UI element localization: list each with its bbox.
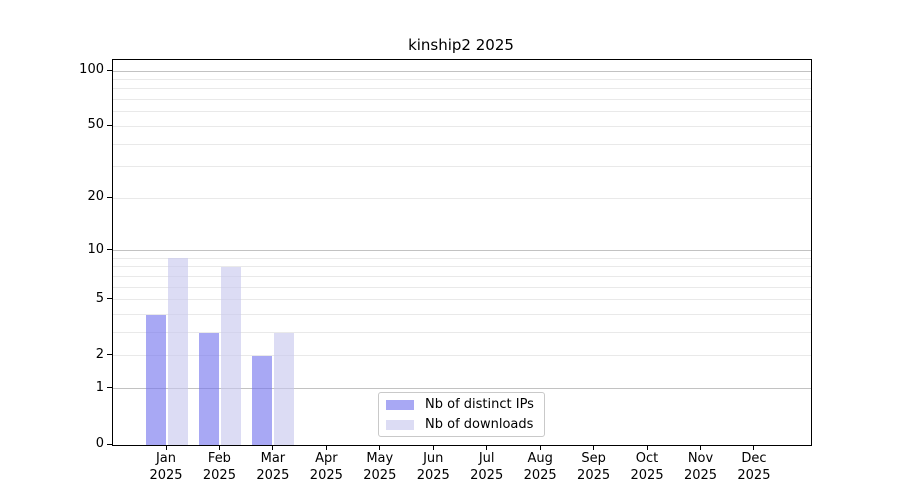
tick-gridline — [113, 125, 811, 127]
legend-row-downloads: Nb of downloads — [386, 416, 544, 433]
minor-gridline — [113, 143, 811, 145]
legend-label-distinct-ips: Nb of distinct IPs — [425, 397, 534, 412]
minor-gridline — [113, 99, 811, 101]
y-tick-label: 50 — [87, 117, 104, 133]
bar-downloads — [167, 258, 188, 445]
y-tick-label: 0 — [95, 436, 104, 451]
distinct-ips-swatch — [386, 399, 414, 410]
tick-gridline — [113, 197, 811, 199]
x-tick-mark — [646, 445, 648, 450]
x-tick-mark — [218, 445, 220, 450]
x-tick-mark — [432, 445, 434, 450]
y-tick-mark — [107, 387, 112, 389]
x-tick-mark — [753, 445, 755, 450]
y-tick-mark — [107, 298, 112, 300]
y-tick-mark — [107, 69, 112, 71]
x-tick-label: Jul 2025 — [470, 451, 504, 483]
x-tick-label: Feb 2025 — [202, 451, 236, 483]
minor-gridline — [113, 78, 811, 80]
minor-gridline — [113, 275, 811, 277]
y-tick-label: 20 — [87, 189, 104, 205]
x-tick-mark — [325, 445, 327, 450]
y-tick-mark — [107, 249, 112, 251]
y-tick-label: 100 — [79, 62, 104, 77]
x-tick-mark — [593, 445, 595, 450]
bar-distinct-ips — [198, 332, 219, 445]
minor-gridline — [113, 111, 811, 113]
tick-gridline — [113, 299, 811, 301]
x-tick-mark — [486, 445, 488, 450]
x-tick-mark — [165, 445, 167, 450]
minor-gridline — [113, 314, 811, 316]
x-tick-mark — [272, 445, 274, 450]
x-tick-label: Oct 2025 — [630, 451, 664, 483]
legend-row-distinct-ips: Nb of distinct IPs — [386, 396, 544, 413]
x-tick-label: Jan 2025 — [149, 451, 183, 483]
x-tick-label: Nov 2025 — [683, 451, 718, 483]
chart-title: kinship2 2025 — [408, 36, 514, 54]
y-tick-label: 1 — [95, 379, 104, 395]
major-gridline — [113, 70, 811, 72]
major-gridline — [113, 250, 811, 252]
x-tick-label: Dec 2025 — [737, 451, 771, 483]
y-tick-label: 5 — [95, 290, 104, 306]
minor-gridline — [113, 257, 811, 259]
bar-distinct-ips — [252, 355, 273, 445]
y-tick-mark — [107, 443, 112, 445]
minor-gridline — [113, 166, 811, 168]
tick-gridline — [113, 355, 811, 357]
x-tick-label: Apr 2025 — [309, 451, 343, 483]
minor-gridline — [113, 266, 811, 268]
x-tick-label: May 2025 — [363, 451, 397, 483]
y-tick-label: 2 — [95, 346, 104, 362]
y-tick-mark — [107, 196, 112, 198]
x-tick-label: Mar 2025 — [256, 451, 290, 483]
x-tick-mark — [539, 445, 541, 450]
legend: Nb of distinct IPs Nb of downloads — [378, 392, 545, 437]
x-tick-label: Jun 2025 — [416, 451, 450, 483]
bar-downloads — [274, 332, 295, 445]
minor-gridline — [113, 332, 811, 334]
legend-label-downloads: Nb of downloads — [425, 417, 534, 432]
downloads-swatch — [386, 419, 414, 430]
x-tick-label: Sep 2025 — [577, 451, 611, 483]
y-tick-label: 10 — [87, 241, 104, 257]
bar-distinct-ips — [145, 314, 166, 445]
minor-gridline — [113, 88, 811, 90]
y-tick-mark — [107, 124, 112, 126]
x-tick-label: Aug 2025 — [523, 451, 557, 483]
x-tick-mark — [379, 445, 381, 450]
plot-area — [112, 59, 812, 446]
x-tick-mark — [700, 445, 701, 450]
major-gridline — [113, 388, 811, 390]
bar-downloads — [220, 266, 241, 445]
y-tick-mark — [107, 354, 112, 356]
minor-gridline — [113, 286, 811, 288]
